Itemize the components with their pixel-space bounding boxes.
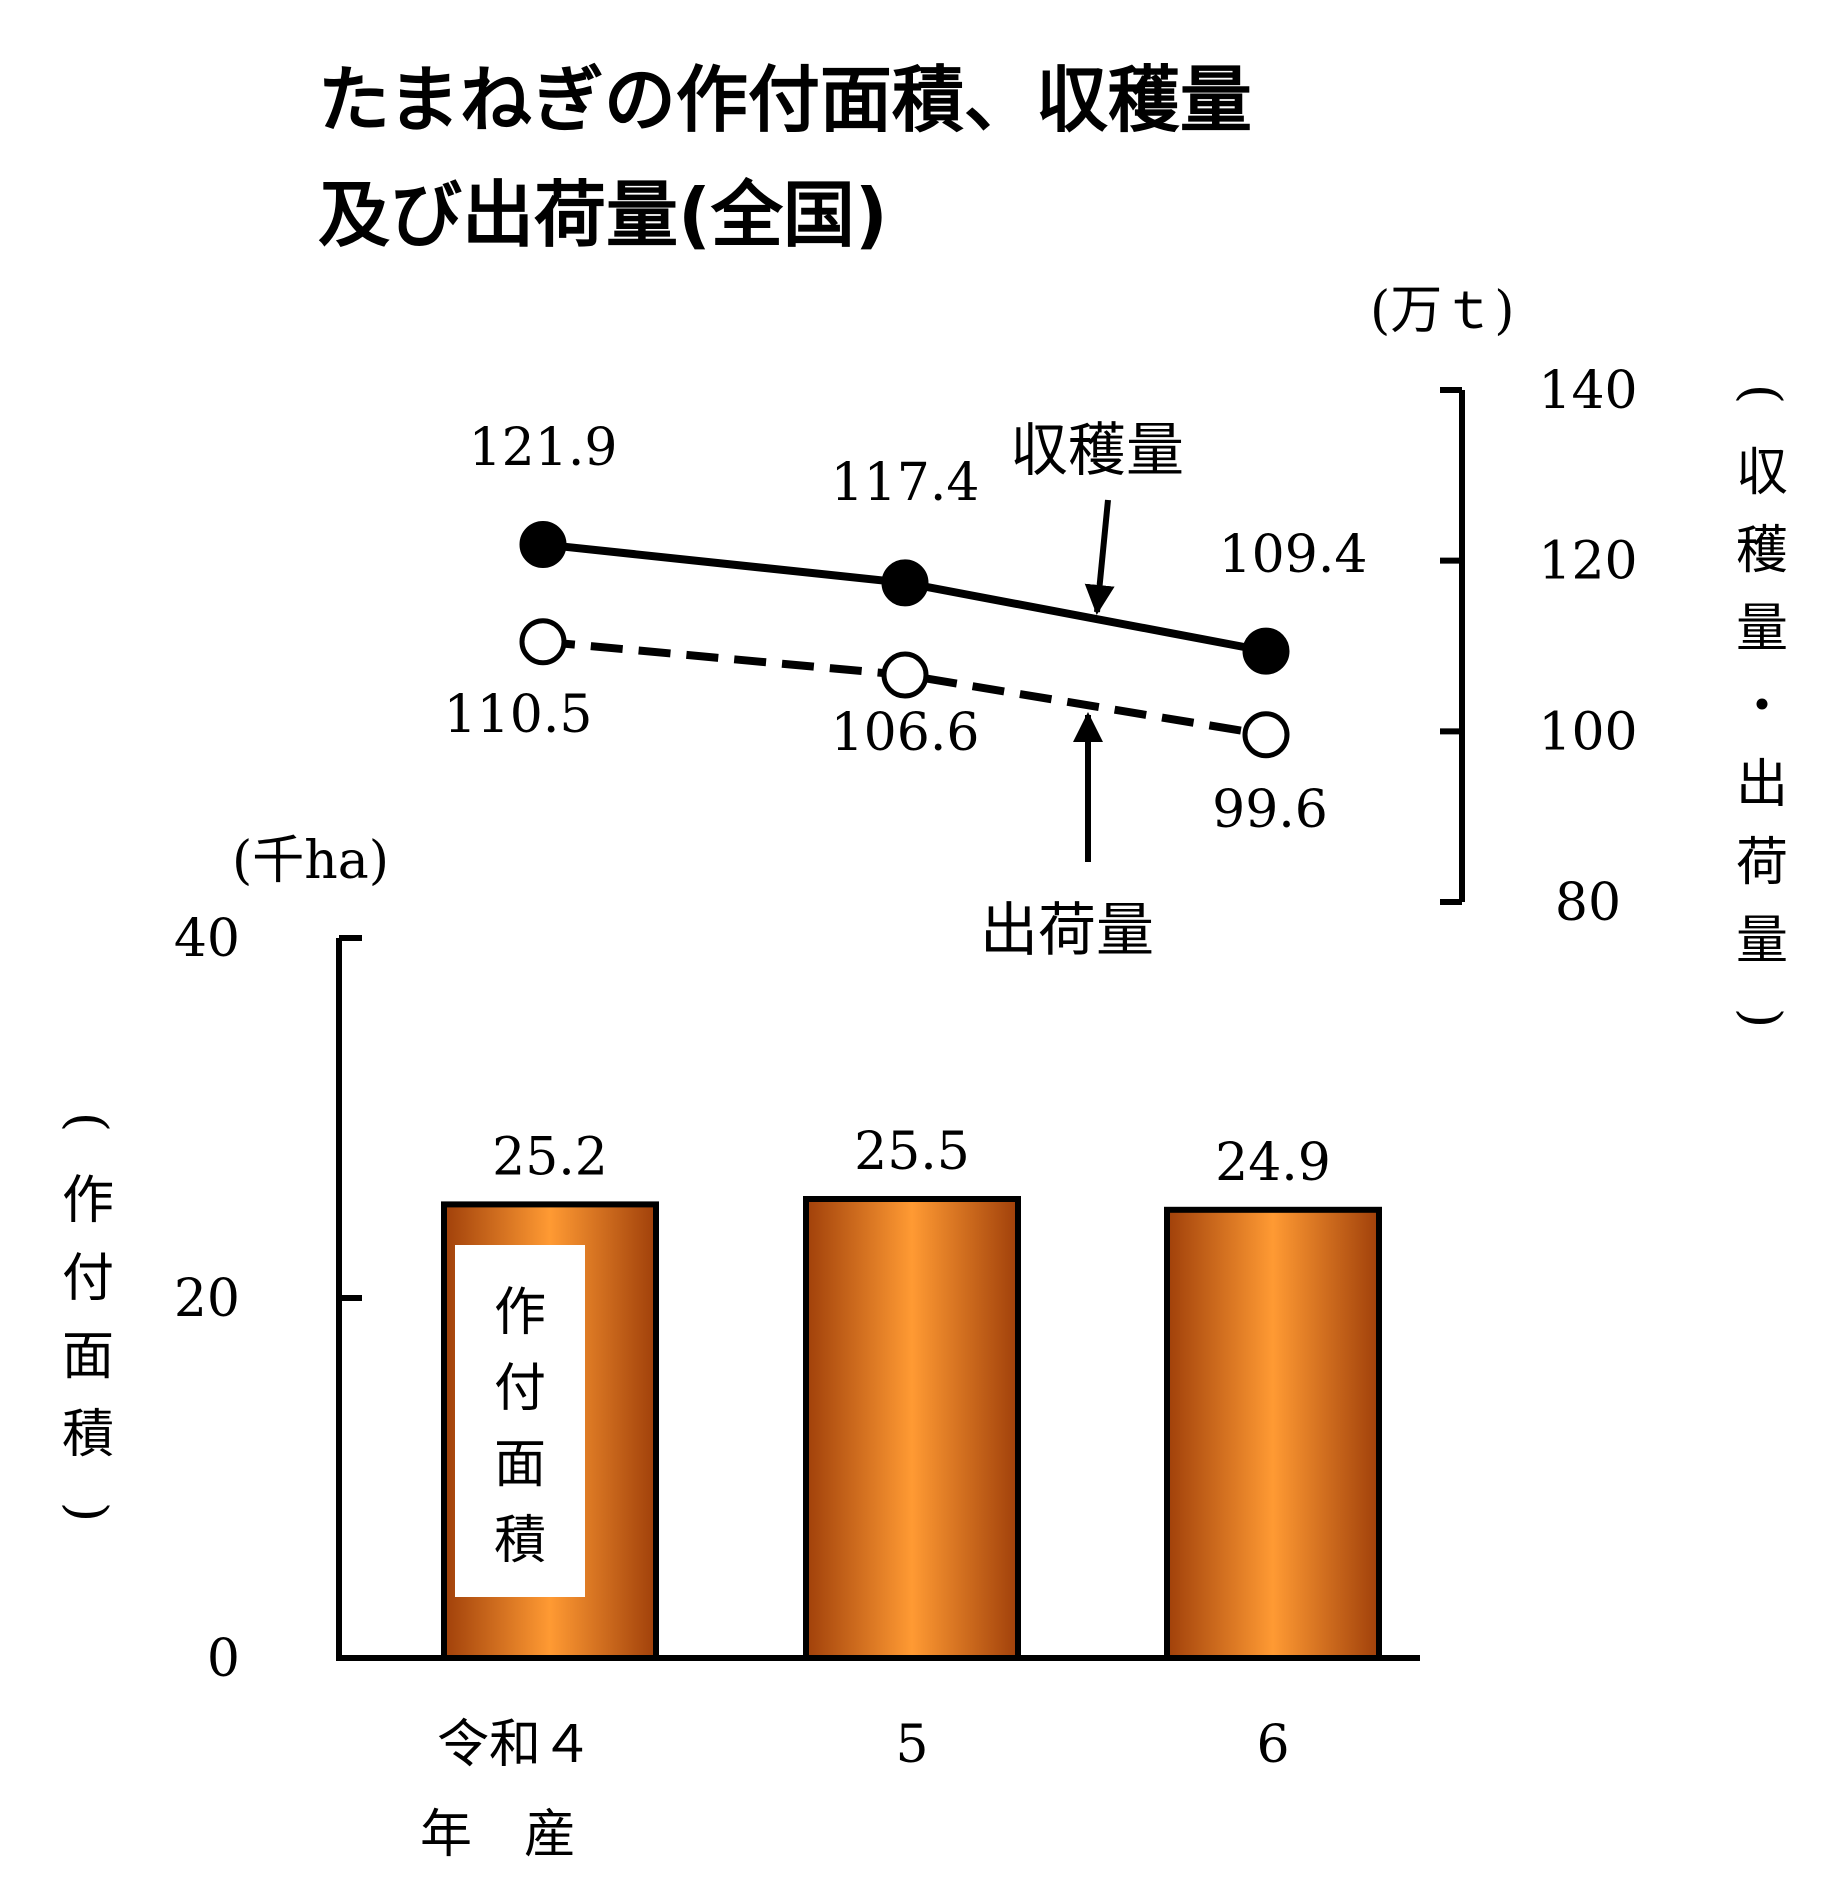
line-point <box>1242 711 1290 759</box>
bar <box>1164 1206 1382 1662</box>
line-point <box>881 559 929 607</box>
line-axis-title-char: 収 <box>1736 443 1788 503</box>
bar-name-box <box>455 1245 585 1597</box>
chart-title-line-2: 及び出荷量(全国) <box>318 173 888 257</box>
bar-unit-label: (千ha) <box>232 831 389 891</box>
line-value-label: 106.6 <box>831 703 980 763</box>
bar-tick-label: 20 <box>174 1269 240 1329</box>
line-axis-title-char: 量 <box>1736 911 1788 971</box>
bar-tick-label: 0 <box>207 1629 240 1689</box>
line-axis-title-char: ・ <box>1736 677 1788 737</box>
line-value-label: 117.4 <box>831 453 980 513</box>
bar-value-label: 25.5 <box>854 1122 970 1182</box>
bar-series-name-char: 面 <box>494 1435 546 1495</box>
line-axis-title-char: 荷 <box>1736 833 1788 893</box>
category-labels: 令和４ 5 6 <box>437 1715 1290 1775</box>
line-axis-title-char: ) <box>1731 1008 1791 1028</box>
line-value-label: 121.9 <box>469 418 618 478</box>
line-axis-title-char: 量 <box>1736 599 1788 659</box>
bar-axis-title-char: 面 <box>62 1327 114 1387</box>
bar-series-name-char: 作 <box>494 1283 546 1343</box>
chart-title-line-1: たまねぎの作付面積、収穫量 <box>318 58 1252 142</box>
line-tick-label: 120 <box>1538 532 1637 592</box>
line-point <box>881 651 929 699</box>
bar-y-axis: 0 20 40 <box>174 909 362 1689</box>
line-unit-label: (万ｔ) <box>1370 281 1515 341</box>
bar-axis-title-char: ( <box>57 1112 117 1132</box>
line-tick-label: 140 <box>1538 361 1637 421</box>
line-axis-title-char: 穫 <box>1736 521 1788 581</box>
bar-series-name-char: 積 <box>494 1511 546 1571</box>
bar-series-name: 作付面積 <box>494 1283 546 1571</box>
bar-series-name-char: 付 <box>494 1359 546 1419</box>
bar <box>803 1196 1021 1661</box>
category-label: 5 <box>895 1715 928 1775</box>
line-axis-title-char: ( <box>1731 384 1791 404</box>
bar-value-label: 24.9 <box>1215 1133 1331 1193</box>
bar-tick-label: 40 <box>174 909 240 969</box>
line-tick-label: 100 <box>1538 702 1637 762</box>
arrow-harvest <box>1084 499 1115 615</box>
bar-axis-title-char: 付 <box>62 1249 114 1309</box>
line-point <box>519 618 567 666</box>
line-value-label: 109.4 <box>1219 525 1368 585</box>
series-label-shipment: 出荷量 <box>980 896 1154 964</box>
line-series-group: 121.9 117.4 109.4 110.5 106.6 99.6 <box>444 418 1368 840</box>
line-point <box>1242 627 1290 675</box>
line-axis-title: (収穫量・出荷量) <box>1731 384 1791 1028</box>
bar-axis-title: ( 作付面積) <box>57 1112 117 1522</box>
line-axis-title-char: 出 <box>1736 755 1788 815</box>
line-value-label: 99.6 <box>1212 780 1328 840</box>
category-label: 令和４ <box>437 1715 593 1775</box>
line-point <box>519 520 567 568</box>
bar-axis-title-char: ) <box>57 1502 117 1522</box>
line-value-label: 110.5 <box>444 685 593 745</box>
category-label: 6 <box>1256 1715 1289 1775</box>
line-tick-label: 80 <box>1555 873 1621 933</box>
bar-value-label: 25.2 <box>492 1127 608 1187</box>
series-label-harvest: 収穫量 <box>1010 416 1184 484</box>
bar-axis-title-char: 積 <box>62 1405 114 1465</box>
line-y-axis: 80 100 120 140 <box>1440 361 1638 933</box>
bar-axis-title-char: 作 <box>62 1171 114 1231</box>
category-suffix: 年 産 <box>420 1805 576 1865</box>
